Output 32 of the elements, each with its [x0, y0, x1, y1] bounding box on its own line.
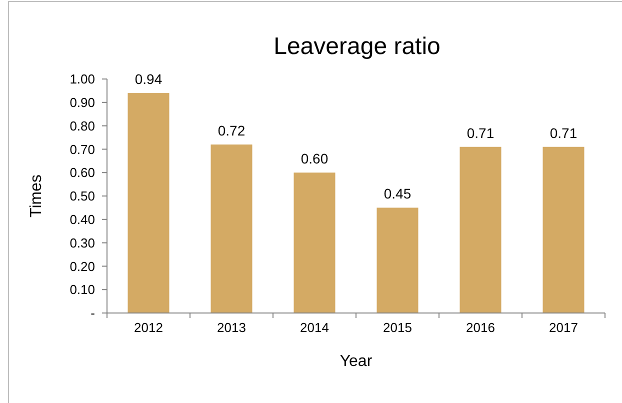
y-tick-label: -	[90, 306, 95, 321]
data-label: 0.60	[300, 150, 328, 167]
chart-title: Leaverage ratio	[274, 33, 440, 60]
data-label: 0.71	[466, 124, 494, 141]
data-label: 0.71	[550, 124, 578, 141]
data-label: 0.72	[218, 122, 246, 139]
y-tick-label: 0.60	[70, 165, 95, 180]
y-tick-label: 0.30	[70, 235, 95, 250]
bar	[376, 208, 418, 313]
bar	[210, 144, 252, 313]
y-tick-label: 0.20	[70, 258, 95, 274]
bar	[128, 93, 170, 313]
y-tick-label: 0.70	[70, 142, 95, 157]
y-tick-label: 0.40	[70, 212, 95, 227]
y-tick-label: 0.10	[70, 282, 95, 298]
x-axis-title: Year	[340, 353, 373, 370]
data-label: 0.94	[134, 71, 162, 88]
y-tick-label: 0.50	[70, 188, 95, 204]
x-tick-label: 2015	[383, 320, 412, 335]
bar	[460, 146, 502, 313]
x-tick-label: 2014	[300, 320, 329, 335]
x-tick-label: 2016	[466, 320, 495, 335]
x-tick-label: 2013	[217, 320, 246, 335]
y-tick-label: 0.80	[70, 118, 95, 134]
data-label: 0.45	[384, 186, 412, 202]
y-axis-title: Times	[28, 174, 45, 218]
bar	[294, 172, 336, 313]
y-tick-label: 0.90	[70, 94, 95, 110]
x-tick-label: 2012	[134, 320, 163, 335]
x-tick-label: 2017	[549, 320, 578, 335]
bar	[542, 146, 584, 313]
y-tick-label: 1.00	[70, 72, 95, 87]
